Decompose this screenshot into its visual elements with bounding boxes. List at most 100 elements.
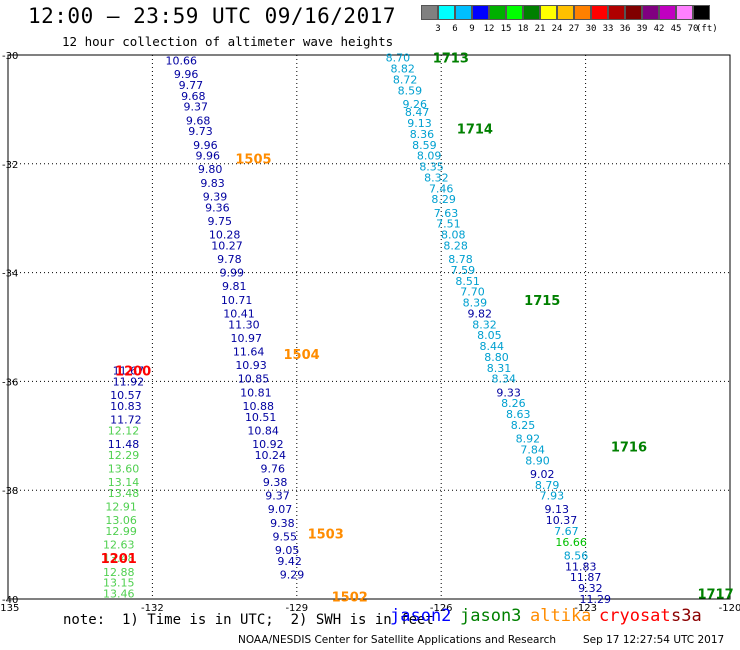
pass-number-label: 1716 (611, 441, 647, 456)
x-tick-label: -120 (719, 603, 740, 614)
wave-height-value: 9.75 (208, 215, 233, 228)
wave-height-value: 8.90 (525, 454, 550, 467)
wave-height-value: 9.55 (273, 530, 298, 543)
color-scale-tick-label: 9 (469, 24, 475, 34)
color-scale-swatch (523, 5, 540, 20)
wave-height-value: 8.29 (431, 193, 456, 206)
x-tick-label: -132 (141, 603, 164, 614)
wave-height-value: 9.37 (265, 490, 290, 503)
wave-height-value: 13.15 (103, 577, 135, 590)
y-tick-label: -38 (2, 486, 18, 497)
color-scale-swatch (455, 5, 472, 20)
wave-height-value: 9.96 (193, 139, 218, 152)
color-scale-tick-label: 12 (483, 24, 495, 34)
color-scale-swatch (625, 5, 642, 20)
wave-height-value: 9.80 (198, 163, 223, 176)
pass-number-label: 1502 (332, 590, 368, 605)
wave-height-value: 11.64 (233, 345, 265, 358)
pass-number-label: 1504 (284, 348, 320, 363)
wave-height-value: 8.63 (506, 408, 531, 421)
credit-line: NOAA/NESDIS Center for Satellite Applica… (238, 634, 556, 646)
plot-frame (7, 54, 731, 600)
color-scale-swatch (489, 5, 506, 20)
wave-height-value: 13.60 (108, 462, 140, 475)
wave-height-value: 8.51 (455, 275, 480, 288)
wave-height-value: 11.83 (565, 560, 597, 573)
wave-height-value: 10.84 (247, 424, 279, 437)
color-scale-swatch (557, 5, 574, 20)
legend-entry-jason2: jason2 (390, 606, 452, 626)
wave-height-value: 9.73 (188, 125, 213, 138)
wave-height-value: 11.30 (228, 318, 260, 331)
color-scale-swatch (438, 5, 455, 20)
color-scale-swatch (540, 5, 557, 20)
y-tick-label: -32 (2, 160, 18, 171)
color-scale-swatch (676, 5, 693, 20)
wave-height-value: 9.37 (183, 101, 208, 114)
color-scale-tick-label: 6 (452, 24, 458, 34)
color-scale-tick-label: 45 (670, 24, 682, 34)
wave-height-value: 8.08 (441, 229, 466, 242)
color-scale-tick-label: 18 (517, 24, 529, 34)
legend-entry-altika: altika (530, 606, 592, 626)
wave-height-value: 8.34 (492, 373, 517, 386)
wave-height-value: 8.35 (419, 161, 444, 174)
wave-height-value: 9.02 (530, 468, 555, 481)
wave-height-value: 8.82 (390, 63, 415, 76)
color-scale-swatch (421, 5, 438, 20)
x-tick-label: -123 (574, 603, 597, 614)
wave-height-value: 9.68 (181, 90, 206, 103)
color-scale-tick-label: 24 (551, 24, 563, 34)
pass-number-label: 1201 (101, 552, 137, 567)
wave-height-value: 10.57 (110, 389, 142, 402)
y-tick-label: -30 (2, 51, 18, 62)
wave-height-value: 7.70 (460, 286, 485, 299)
wave-height-value: 9.26 (402, 98, 427, 111)
color-scale-swatch (591, 5, 608, 20)
wave-height-value: 9.05 (275, 544, 300, 557)
color-scale-swatch (472, 5, 489, 20)
pass-number-label: 1714 (457, 122, 493, 137)
wave-height-value: 9.68 (186, 114, 211, 127)
wave-height-value: 9.38 (270, 517, 295, 530)
chart-title: 12:00 — 23:59 UTC 09/16/2017 (28, 4, 397, 28)
color-scale-tick-label: 70 (687, 24, 699, 34)
wave-height-value: 13.46 (103, 588, 135, 601)
color-scale-tick-label: 42 (653, 24, 665, 34)
color-scale-tick-label: 15 (500, 24, 512, 34)
generated-timestamp: Sep 17 12:27:54 UTC 2017 (583, 634, 725, 646)
wave-height-value: 13.48 (103, 552, 135, 565)
wave-height-value: 8.25 (511, 419, 536, 432)
wave-height-value: 7.67 (554, 525, 579, 538)
legend-entry-jason3: jason3 (460, 606, 522, 626)
wave-height-value: 10.81 (240, 386, 272, 399)
wave-height-value: 7.93 (540, 490, 565, 503)
wave-height-value: 7.51 (436, 218, 461, 231)
pass-number-label: 1715 (524, 294, 560, 309)
wave-height-value: 9.96 (196, 150, 221, 163)
wave-height-value: 9.13 (407, 117, 432, 130)
wave-height-value: 9.38 (263, 476, 288, 489)
x-tick-label: -129 (285, 603, 308, 614)
wave-height-value: 9.29 (280, 569, 305, 582)
legend-entry-s3a: s3a (671, 606, 702, 626)
wave-height-value: 8.59 (412, 139, 437, 152)
wave-height-value: 8.92 (516, 433, 541, 446)
pass-number-label: 1503 (308, 528, 344, 543)
wave-height-value: 9.39 (203, 190, 228, 203)
wave-height-value: 10.66 (166, 54, 198, 67)
wave-height-value: 8.70 (386, 52, 411, 65)
wave-height-value: 9.32 (578, 582, 603, 595)
wave-height-value: 10.37 (546, 514, 578, 527)
wave-height-value: 8.09 (417, 150, 442, 163)
wave-height-value: 9.78 (217, 253, 242, 266)
wave-height-value: 10.51 (245, 411, 277, 424)
color-scale-swatch (574, 5, 591, 20)
wave-height-value: 10.41 (223, 307, 255, 320)
color-scale-tick-label: 27 (568, 24, 580, 34)
wave-height-value: 8.47 (405, 106, 430, 119)
x-tick-label: -135 (0, 603, 19, 614)
wave-height-value: 10.71 (221, 294, 253, 307)
wave-height-value: 8.44 (479, 340, 504, 353)
y-tick-label: -40 (2, 595, 18, 606)
